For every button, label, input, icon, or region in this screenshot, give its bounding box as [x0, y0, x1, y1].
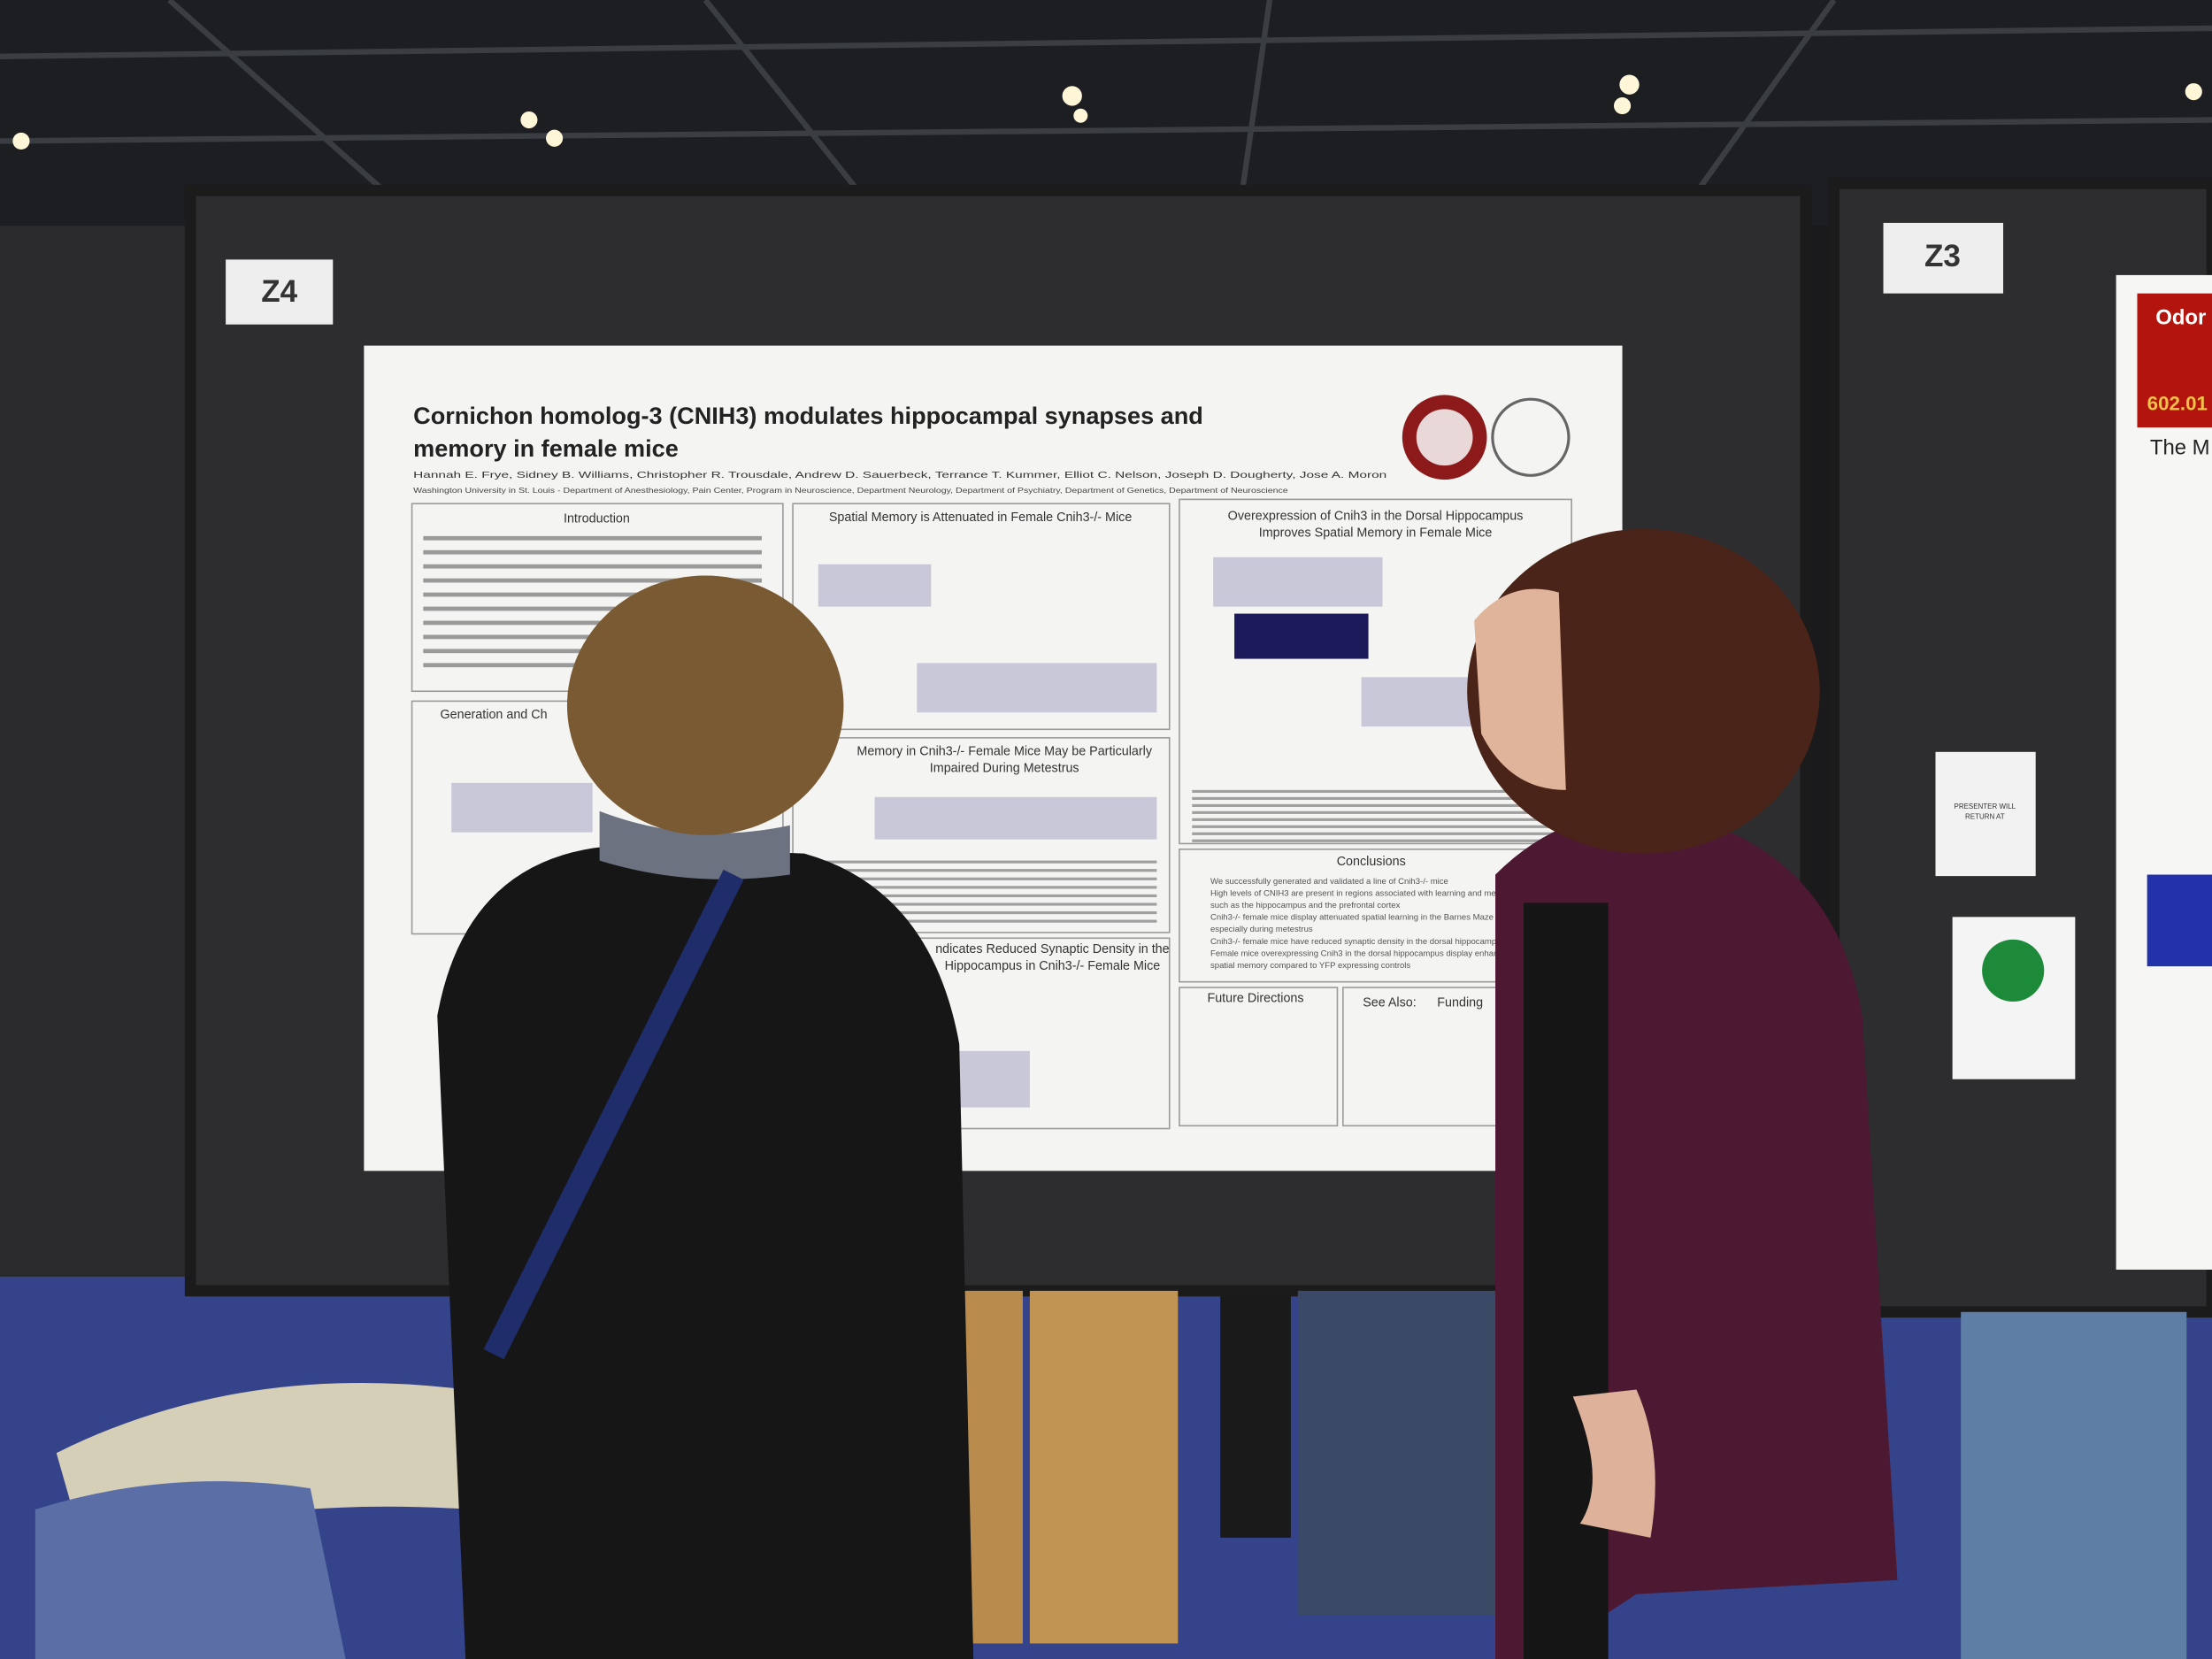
conclusion-item: spatial memory compared to YFP expressin…: [1210, 961, 1410, 971]
right-poster-figure: [2147, 874, 2212, 967]
body-text: [1192, 825, 1559, 828]
ceiling-lights: [12, 74, 2202, 206]
body-text: [803, 869, 1157, 872]
poster-affiliation: Washington University in St. Louis - Dep…: [413, 486, 1288, 495]
body-text: [423, 592, 762, 597]
section-heading: ndicates Reduced Synaptic Density in the: [935, 942, 1169, 956]
body-text: [1192, 818, 1559, 821]
person-right-hand: [1572, 1389, 1655, 1538]
booth-label: Z4: [261, 274, 297, 309]
poster-content: Cornichon homolog-3 (CNIH3) modulates hi…: [411, 395, 1572, 1130]
body-text: [803, 910, 1157, 915]
conclusion-item: Cnih3-/- female mice display attenuated …: [1210, 913, 1494, 923]
body-text: [423, 535, 762, 541]
booth-label: Z3: [1924, 239, 1961, 273]
person-right-shirt: [1523, 902, 1609, 1659]
presenter-sign-text: PRESENTER WILL: [1955, 803, 2016, 810]
conclusion-item: High levels of CNIH3 are present in regi…: [1210, 889, 1515, 899]
section-heading: Conclusions: [1337, 855, 1406, 869]
body-text: [1192, 803, 1559, 807]
body-text: [1192, 832, 1559, 835]
right-poster-heading: The M: [2150, 435, 2210, 459]
lab-logo: [1491, 397, 1571, 477]
conclusion-item: Female mice overexpressing Cnih3 in the …: [1210, 949, 1512, 958]
section-heading: Improves Spatial Memory in Female Mice: [1259, 526, 1493, 540]
body-text: [803, 860, 1157, 864]
right-poster-title: Odor: [2155, 306, 2206, 330]
booth-sign: [226, 259, 334, 325]
poster-title: memory in female mice: [413, 434, 679, 462]
section-heading: Introduction: [564, 512, 630, 526]
body-text: [423, 549, 762, 555]
microscopy-image: [1234, 613, 1369, 659]
university-seal: [1416, 409, 1473, 466]
section-heading: Funding: [1437, 995, 1483, 1010]
booth-sign: [1883, 222, 2004, 294]
section-heading: Overexpression of Cnih3 in the Dorsal Hi…: [1228, 509, 1524, 523]
bag-strap: [483, 869, 744, 1360]
section-heading: See Also:: [1363, 995, 1417, 1010]
conclusion-item: especially during metestrus: [1210, 925, 1313, 934]
figure-panels: [451, 557, 1503, 1108]
section-heading: Hippocampus in Cnih3-/- Female Mice: [945, 959, 1161, 973]
body-text: [803, 894, 1157, 898]
person-left-hair: [566, 575, 844, 835]
section-heading: Spatial Memory is Attenuated in Female C…: [829, 511, 1132, 525]
body-text: [1192, 789, 1559, 794]
poster-authors: Hannah E. Frye, Sidney B. Williams, Chri…: [413, 470, 1386, 480]
person-left: [437, 846, 974, 1659]
body-text: [1192, 796, 1559, 801]
section-heading: Future Directions: [1207, 992, 1303, 1006]
body-text: [803, 877, 1157, 880]
body-text: [423, 564, 762, 569]
person-right-face: [1474, 588, 1566, 790]
presenter-sign: [1935, 751, 2036, 877]
body-text: [803, 886, 1157, 889]
conclusion-item: such as the hippocampus and the prefront…: [1210, 901, 1401, 910]
conclusion-item: We successfully generated and validated …: [1210, 877, 1448, 887]
body-text: [803, 919, 1157, 923]
camera-ok-icon: [1982, 939, 2045, 1002]
right-poster-header: [2137, 293, 2212, 428]
body-text: [423, 620, 762, 626]
backpack: [35, 1481, 346, 1659]
scarf: [599, 810, 790, 879]
section-heading: Memory in Cnih3-/- Female Mice May be Pa…: [856, 745, 1152, 759]
conclusion-item: Cnih3-/- female mice have reduced synapt…: [1210, 937, 1505, 947]
body-text: [803, 902, 1157, 906]
ceiling-truss: [0, 0, 2212, 228]
body-text: [423, 578, 762, 583]
body-text: [1192, 839, 1559, 842]
right-poster-number: 602.01: [2147, 392, 2208, 414]
body-text: [1192, 810, 1559, 814]
left-board: [0, 226, 191, 1277]
section-heading: Impaired During Metestrus: [930, 762, 1079, 776]
section-heading: Generation and Ch: [440, 708, 547, 722]
right-poster: [2116, 274, 2212, 1270]
poster-title: Cornichon homolog-3 (CNIH3) modulates hi…: [413, 402, 1203, 429]
body-text: [423, 606, 762, 611]
presenter-sign-text: RETURN AT: [1965, 812, 2005, 820]
